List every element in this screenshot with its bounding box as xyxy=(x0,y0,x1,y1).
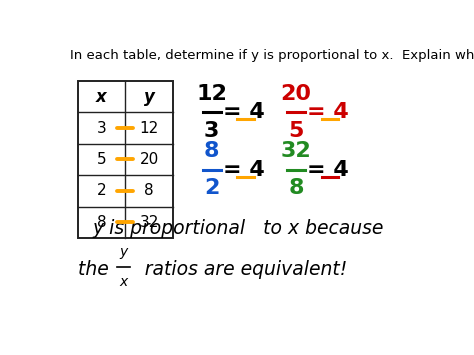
Text: y: y xyxy=(119,245,128,258)
Text: = 4: = 4 xyxy=(307,102,349,122)
Text: 8: 8 xyxy=(97,215,106,230)
Text: 32: 32 xyxy=(281,141,311,162)
Text: 3: 3 xyxy=(97,120,106,136)
Text: the      ratios are equivalent!: the ratios are equivalent! xyxy=(78,260,347,279)
Text: 2: 2 xyxy=(204,178,219,198)
Text: 12: 12 xyxy=(196,84,227,104)
Text: 8: 8 xyxy=(289,178,304,198)
Text: 3: 3 xyxy=(204,121,219,141)
Text: y: y xyxy=(144,88,155,105)
Text: 20: 20 xyxy=(140,152,159,167)
Text: = 4: = 4 xyxy=(223,102,264,122)
Text: 5: 5 xyxy=(289,121,304,141)
Text: 2: 2 xyxy=(97,184,106,198)
Text: 5: 5 xyxy=(97,152,106,167)
Text: 8: 8 xyxy=(204,141,219,162)
Text: x: x xyxy=(119,275,128,289)
Text: 32: 32 xyxy=(139,215,159,230)
Text: In each table, determine if y is proportional to x.  Explain why or why not.: In each table, determine if y is proport… xyxy=(70,49,474,62)
Text: 8: 8 xyxy=(145,184,154,198)
Text: = 4: = 4 xyxy=(223,160,264,180)
Text: y is proportional   to x because: y is proportional to x because xyxy=(92,219,383,238)
Text: 20: 20 xyxy=(281,84,312,104)
Text: x: x xyxy=(96,88,107,105)
Text: = 4: = 4 xyxy=(307,160,349,180)
Text: 12: 12 xyxy=(140,120,159,136)
Bar xyxy=(78,81,173,238)
